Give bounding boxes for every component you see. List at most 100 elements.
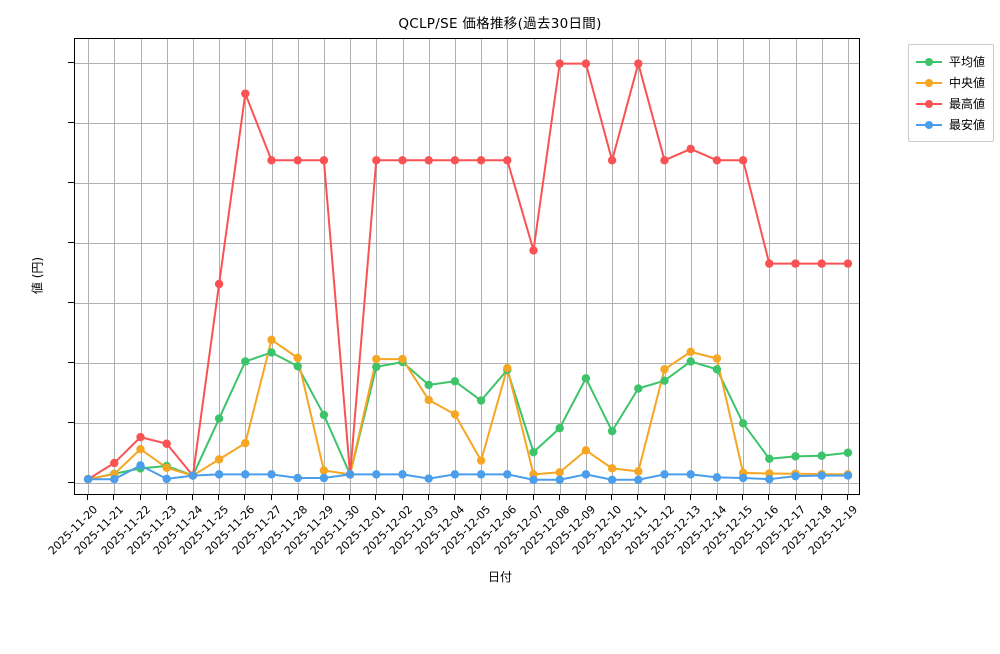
data-point [660,156,669,165]
data-point [503,363,512,373]
data-point [843,471,853,480]
data-point [162,439,171,448]
data-point [214,470,224,479]
data-point [581,446,591,455]
x-tick-mark [296,495,298,500]
gridline-vertical [559,39,561,494]
data-point [712,473,722,482]
data-point [765,454,774,463]
legend-item[interactable]: 最高値 [915,93,985,114]
x-tick-mark [637,495,639,500]
gridline-vertical [507,39,509,494]
data-point [634,59,643,68]
data-point [110,458,119,468]
gridline-vertical [585,39,587,494]
gridline-horizontal [75,483,859,485]
x-tick-mark [427,495,429,500]
data-point [634,467,643,476]
data-point [136,461,145,470]
x-tick-mark [846,495,848,500]
gridline-vertical [690,39,692,494]
data-point [817,471,826,480]
data-point [241,438,250,448]
data-point [686,357,695,366]
y-tick-mark [68,422,74,424]
x-tick-mark [820,495,822,500]
gridline-horizontal [75,183,859,185]
y-tick-mark [68,362,74,364]
x-tick-mark [506,495,508,500]
legend-item[interactable]: 中央値 [915,72,985,93]
data-point [843,448,853,457]
data-point [476,396,486,405]
data-point [450,410,460,419]
data-point [660,470,669,479]
gridline-vertical [114,39,116,494]
legend-label: 中央値 [948,76,985,90]
data-point [450,156,460,165]
data-point [843,259,853,268]
legend-label: 最安値 [948,118,985,132]
x-axis-label: 日付 [487,570,512,584]
legend: 平均値中央値最高値最安値 [907,44,994,142]
data-point [738,156,748,165]
x-tick-mark [715,495,717,500]
x-tick-mark [375,495,377,500]
data-point [634,384,643,393]
gridline-vertical [428,39,430,494]
gridline-vertical [454,39,456,494]
data-point [686,144,695,154]
gridline-vertical [402,39,404,494]
y-tick-mark [68,482,74,484]
legend-swatch-icon [915,98,942,110]
data-point [581,374,591,383]
x-tick-mark [611,495,613,500]
data-point [529,447,538,457]
data-point [267,156,276,165]
data-point [555,468,564,477]
x-tick-mark [532,495,534,500]
data-point [267,470,276,479]
data-point [372,156,381,165]
data-point [241,357,250,366]
data-point [529,246,538,255]
data-point [634,475,643,484]
gridline-vertical [297,39,299,494]
data-point [398,354,407,364]
y-tick-mark [68,302,74,304]
x-tick-mark [349,495,351,500]
gridline-horizontal [75,63,859,65]
data-point [372,362,381,372]
legend-item[interactable]: 最安値 [915,114,985,135]
x-tick-mark [191,495,193,500]
data-point [765,474,774,484]
data-point [450,377,460,386]
x-tick-mark [689,495,691,500]
gridline-horizontal [75,243,859,245]
data-point [424,395,433,405]
gridline-vertical [638,39,640,494]
data-point [293,156,302,165]
data-point [214,279,224,289]
x-tick-mark [244,495,246,500]
x-tick-mark [165,495,167,500]
data-point [424,380,433,390]
data-point [136,432,145,442]
data-point [660,376,669,385]
data-point [476,470,486,479]
series-lines [83,59,853,484]
legend-item[interactable]: 平均値 [915,51,985,72]
gridline-vertical [376,39,378,494]
gridline-horizontal [75,363,859,365]
gridline-horizontal [75,303,859,305]
x-tick-mark [322,495,324,500]
data-point [162,474,171,484]
data-point [686,470,695,479]
data-point [345,470,355,479]
y-axis-ticks: 01000200030004000500060007000 [0,38,1000,495]
x-axis-ticks: 2025-11-20 2025-11-21 2025-11-22 2025-11-23… [0,495,1000,600]
gridline-vertical [664,39,666,494]
data-point [319,410,329,420]
data-point [660,365,669,374]
series-line [87,62,849,481]
